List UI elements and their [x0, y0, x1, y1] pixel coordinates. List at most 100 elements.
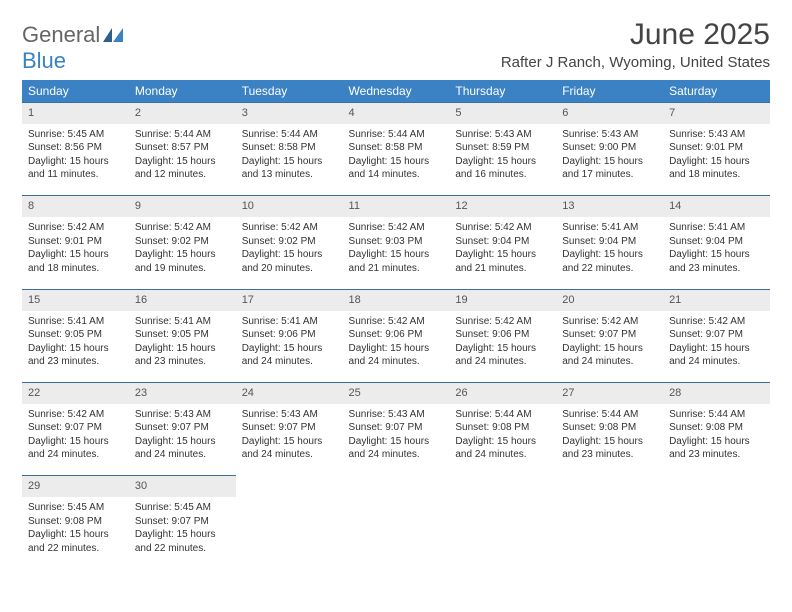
sunrise-line: Sunrise: 5:42 AM [669, 315, 764, 329]
col-friday: Friday [556, 80, 663, 103]
sunset-line: Sunset: 9:07 PM [669, 328, 764, 342]
day-number: 11 [343, 196, 450, 217]
daylight-line: Daylight: 15 hours and 24 minutes. [242, 342, 337, 369]
daylight-line: Daylight: 15 hours and 11 minutes. [28, 155, 123, 182]
day-cell: Sunrise: 5:42 AMSunset: 9:07 PMDaylight:… [556, 311, 663, 383]
daylight-line: Daylight: 15 hours and 24 minutes. [135, 435, 230, 462]
day-number-row: 15161718192021 [22, 289, 770, 310]
logo-sail-icon [103, 28, 123, 42]
daylight-line: Daylight: 15 hours and 24 minutes. [562, 342, 657, 369]
daylight-line: Daylight: 15 hours and 14 minutes. [349, 155, 444, 182]
day-number: 8 [22, 196, 129, 217]
daylight-line: Daylight: 15 hours and 23 minutes. [28, 342, 123, 369]
daylight-line: Daylight: 15 hours and 23 minutes. [562, 435, 657, 462]
day-cell: Sunrise: 5:42 AMSunset: 9:07 PMDaylight:… [22, 404, 129, 476]
daylight-line: Daylight: 15 hours and 24 minutes. [349, 342, 444, 369]
day-cell: Sunrise: 5:44 AMSunset: 9:08 PMDaylight:… [449, 404, 556, 476]
sunset-line: Sunset: 8:58 PM [242, 141, 337, 155]
day-cell: Sunrise: 5:42 AMSunset: 9:07 PMDaylight:… [663, 311, 770, 383]
day-cell: Sunrise: 5:42 AMSunset: 9:06 PMDaylight:… [449, 311, 556, 383]
logo-word-1: General [22, 22, 100, 47]
day-cell: Sunrise: 5:44 AMSunset: 8:57 PMDaylight:… [129, 124, 236, 196]
sunset-line: Sunset: 8:58 PM [349, 141, 444, 155]
empty-cell [556, 497, 663, 569]
sunset-line: Sunset: 9:03 PM [349, 235, 444, 249]
page-header: General Blue June 2025 Rafter J Ranch, W… [22, 18, 770, 74]
sunrise-line: Sunrise: 5:41 AM [135, 315, 230, 329]
day-number: 13 [556, 196, 663, 217]
day-info-row: Sunrise: 5:42 AMSunset: 9:01 PMDaylight:… [22, 217, 770, 289]
day-cell: Sunrise: 5:42 AMSunset: 9:04 PMDaylight:… [449, 217, 556, 289]
day-number: 4 [343, 103, 450, 124]
sunset-line: Sunset: 9:06 PM [455, 328, 550, 342]
daylight-line: Daylight: 15 hours and 23 minutes. [669, 248, 764, 275]
daylight-line: Daylight: 15 hours and 24 minutes. [455, 435, 550, 462]
weekday-header-row: Sunday Monday Tuesday Wednesday Thursday… [22, 80, 770, 103]
empty-cell [663, 497, 770, 569]
sunset-line: Sunset: 9:04 PM [562, 235, 657, 249]
sunset-line: Sunset: 9:08 PM [562, 421, 657, 435]
daylight-line: Daylight: 15 hours and 12 minutes. [135, 155, 230, 182]
day-number: 24 [236, 383, 343, 404]
sunset-line: Sunset: 8:57 PM [135, 141, 230, 155]
day-cell: Sunrise: 5:43 AMSunset: 8:59 PMDaylight:… [449, 124, 556, 196]
sunset-line: Sunset: 9:00 PM [562, 141, 657, 155]
day-cell: Sunrise: 5:44 AMSunset: 8:58 PMDaylight:… [343, 124, 450, 196]
sunset-line: Sunset: 9:08 PM [455, 421, 550, 435]
empty-cell [449, 497, 556, 569]
sunrise-line: Sunrise: 5:41 AM [669, 221, 764, 235]
day-number: 9 [129, 196, 236, 217]
day-cell: Sunrise: 5:41 AMSunset: 9:04 PMDaylight:… [663, 217, 770, 289]
sunrise-line: Sunrise: 5:45 AM [28, 501, 123, 515]
day-cell: Sunrise: 5:42 AMSunset: 9:02 PMDaylight:… [236, 217, 343, 289]
day-info-row: Sunrise: 5:41 AMSunset: 9:05 PMDaylight:… [22, 311, 770, 383]
daylight-line: Daylight: 15 hours and 18 minutes. [28, 248, 123, 275]
daylight-line: Daylight: 15 hours and 23 minutes. [669, 435, 764, 462]
sunset-line: Sunset: 9:06 PM [242, 328, 337, 342]
sunrise-line: Sunrise: 5:44 AM [135, 128, 230, 142]
day-info-row: Sunrise: 5:42 AMSunset: 9:07 PMDaylight:… [22, 404, 770, 476]
sunrise-line: Sunrise: 5:41 AM [562, 221, 657, 235]
day-number: 2 [129, 103, 236, 124]
col-monday: Monday [129, 80, 236, 103]
day-cell: Sunrise: 5:43 AMSunset: 9:00 PMDaylight:… [556, 124, 663, 196]
daylight-line: Daylight: 15 hours and 24 minutes. [242, 435, 337, 462]
col-tuesday: Tuesday [236, 80, 343, 103]
empty-cell [556, 476, 663, 497]
day-number: 7 [663, 103, 770, 124]
day-cell: Sunrise: 5:43 AMSunset: 9:01 PMDaylight:… [663, 124, 770, 196]
sunset-line: Sunset: 8:59 PM [455, 141, 550, 155]
day-number: 22 [22, 383, 129, 404]
location-subtitle: Rafter J Ranch, Wyoming, United States [501, 54, 770, 71]
day-number-row: 891011121314 [22, 196, 770, 217]
day-cell: Sunrise: 5:45 AMSunset: 8:56 PMDaylight:… [22, 124, 129, 196]
daylight-line: Daylight: 15 hours and 22 minutes. [135, 528, 230, 555]
day-number: 27 [556, 383, 663, 404]
sunrise-line: Sunrise: 5:45 AM [28, 128, 123, 142]
daylight-line: Daylight: 15 hours and 24 minutes. [28, 435, 123, 462]
sunrise-line: Sunrise: 5:44 AM [669, 408, 764, 422]
daylight-line: Daylight: 15 hours and 13 minutes. [242, 155, 337, 182]
sunset-line: Sunset: 9:07 PM [242, 421, 337, 435]
sunrise-line: Sunrise: 5:42 AM [455, 315, 550, 329]
sunset-line: Sunset: 9:07 PM [349, 421, 444, 435]
day-number: 3 [236, 103, 343, 124]
sunrise-line: Sunrise: 5:42 AM [349, 315, 444, 329]
day-cell: Sunrise: 5:43 AMSunset: 9:07 PMDaylight:… [129, 404, 236, 476]
day-number: 17 [236, 289, 343, 310]
col-thursday: Thursday [449, 80, 556, 103]
calendar-body: 1234567Sunrise: 5:45 AMSunset: 8:56 PMDa… [22, 103, 770, 570]
sunrise-line: Sunrise: 5:44 AM [562, 408, 657, 422]
sunrise-line: Sunrise: 5:42 AM [562, 315, 657, 329]
sunset-line: Sunset: 9:08 PM [669, 421, 764, 435]
col-sunday: Sunday [22, 80, 129, 103]
day-number-row: 1234567 [22, 103, 770, 124]
sunset-line: Sunset: 9:01 PM [669, 141, 764, 155]
sunrise-line: Sunrise: 5:43 AM [349, 408, 444, 422]
daylight-line: Daylight: 15 hours and 24 minutes. [349, 435, 444, 462]
title-block: June 2025 Rafter J Ranch, Wyoming, Unite… [501, 18, 770, 71]
sunset-line: Sunset: 9:04 PM [669, 235, 764, 249]
sunrise-line: Sunrise: 5:42 AM [349, 221, 444, 235]
day-number: 23 [129, 383, 236, 404]
empty-cell [663, 476, 770, 497]
